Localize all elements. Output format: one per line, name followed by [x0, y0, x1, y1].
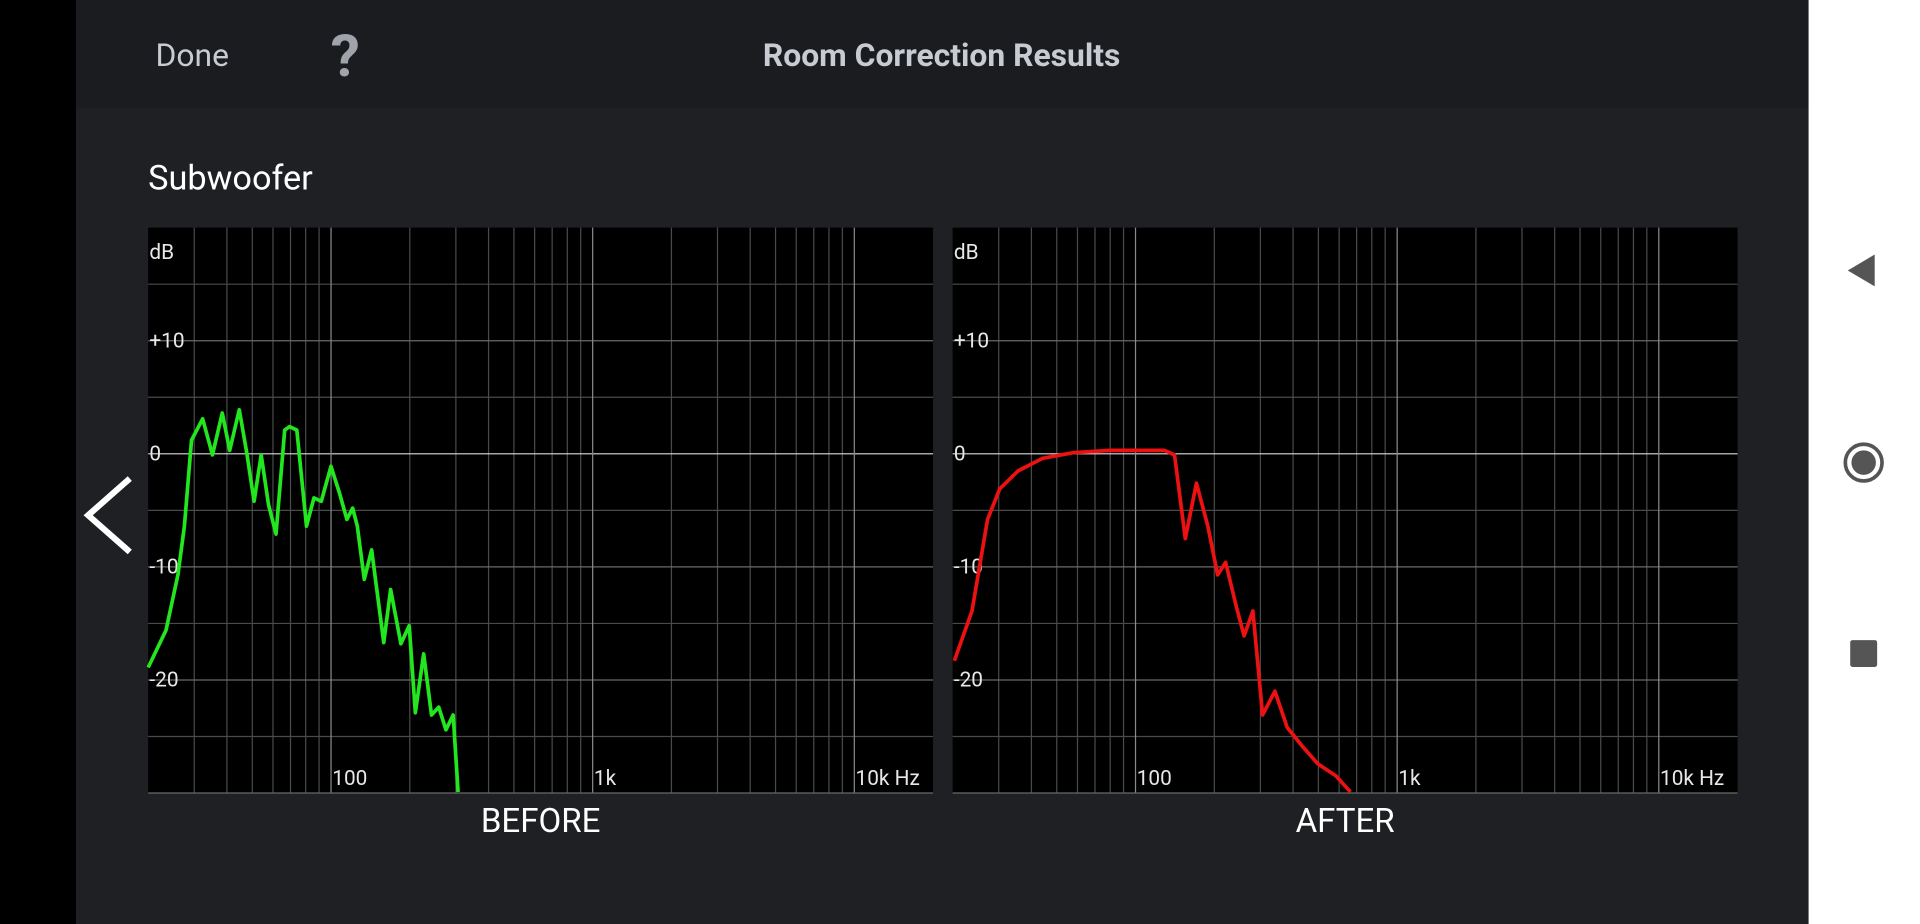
nav-back[interactable]: [1847, 254, 1875, 287]
x-tick-label: 100: [332, 767, 367, 791]
section-title: Subwoofer: [148, 159, 313, 199]
response-line: [146, 407, 460, 793]
nav-home-dot: [1851, 450, 1876, 475]
y-tick-label: -10: [954, 556, 983, 580]
y-tick-label: +10: [954, 329, 989, 353]
response-line: [952, 448, 1352, 794]
x-tick-label: 10k Hz: [1660, 767, 1724, 791]
x-tick-label: 1k: [1398, 767, 1421, 791]
y-tick-label: -10: [149, 556, 178, 580]
help-button[interactable]: ?: [331, 22, 360, 91]
y-tick-label: +10: [149, 329, 184, 353]
y-tick-label: 0: [954, 443, 966, 467]
x-tick-label: 10k Hz: [856, 767, 920, 791]
header-bg: [75, 0, 1809, 108]
page-title: Room Correction Results: [763, 36, 1121, 74]
x-tick-label: 1k: [594, 767, 617, 791]
nav-recent[interactable]: [1850, 640, 1878, 667]
x-tick-label: 100: [1137, 767, 1172, 791]
y-axis-label: dB: [954, 241, 979, 265]
chart-title: BEFORE: [481, 802, 601, 841]
y-tick-label: 0: [149, 443, 161, 467]
y-tick-label: -20: [954, 669, 983, 693]
prev-arrow[interactable]: [83, 476, 132, 555]
left-bar: [0, 0, 76, 924]
nav-home[interactable]: [1843, 442, 1884, 483]
y-tick-label: -20: [149, 669, 178, 693]
y-axis-label: dB: [149, 241, 174, 265]
done-button[interactable]: Done: [156, 36, 229, 74]
chart-title: AFTER: [1296, 802, 1395, 841]
